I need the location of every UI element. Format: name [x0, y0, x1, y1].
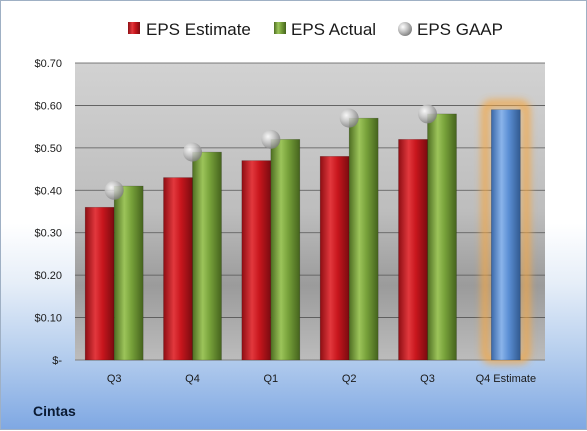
bar-actual [348, 117, 379, 361]
legend-swatch-actual [274, 22, 286, 34]
gaap-marker [418, 104, 437, 124]
y-tick-label: $0.30 [34, 228, 62, 240]
bar-actual [113, 185, 144, 361]
legend-label-gaap: EPS GAAP [417, 20, 503, 39]
x-axis: Q3 Q4 Q1 Q2 Q3 Q4 Estimate [107, 373, 536, 385]
y-tick-label: $0.50 [34, 143, 62, 155]
bar-actual [192, 151, 222, 361]
bars [84, 100, 530, 364]
plot-area [75, 63, 545, 360]
gaap-marker [339, 108, 359, 128]
bar-estimate [84, 206, 115, 361]
x-tick-label: Q3 [107, 373, 122, 385]
legend-item-gaap: EPS GAAP [398, 20, 503, 39]
bar-q4-estimate [491, 109, 521, 361]
bar-actual [427, 113, 457, 361]
y-tick-label: $0.70 [34, 58, 62, 70]
legend-label-actual: EPS Actual [291, 20, 376, 39]
gaap-marker [261, 129, 281, 149]
y-tick-label: $- [52, 355, 62, 367]
gaap-markers [104, 104, 437, 200]
company-name: Cintas [33, 403, 76, 419]
bar-estimate [163, 177, 193, 361]
y-tick-label: $0.20 [34, 270, 62, 282]
x-tick-label: Q1 [263, 373, 278, 385]
y-tick-label: $0.40 [34, 185, 62, 197]
legend-label-estimate: EPS Estimate [146, 20, 251, 39]
gaap-marker [183, 142, 202, 162]
legend-swatch-estimate [128, 22, 140, 34]
y-tick-label: $0.10 [34, 313, 62, 325]
y-tick-label: $0.60 [34, 100, 62, 112]
bar-estimate [398, 139, 428, 361]
y-axis: $- $0.10 $0.20 $0.30 $0.40 $0.50 $0.60 $0.70 [34, 58, 545, 367]
x-tick-label: Q4 [185, 373, 200, 385]
legend-item-actual: EPS Actual [274, 20, 376, 39]
bar-estimate [241, 160, 272, 361]
x-tick-label: Q3 [420, 373, 435, 385]
legend-marker-gaap [398, 22, 412, 36]
legend-item-estimate: EPS Estimate [128, 20, 251, 39]
bar-actual [270, 139, 301, 361]
legend: EPS Estimate EPS Actual EPS GAAP [128, 20, 503, 39]
gaap-marker [104, 180, 124, 200]
x-tick-label: Q4 Estimate [476, 373, 537, 385]
gridlines [75, 62, 545, 318]
x-tick-label: Q2 [342, 373, 357, 385]
bar-estimate [319, 156, 350, 361]
